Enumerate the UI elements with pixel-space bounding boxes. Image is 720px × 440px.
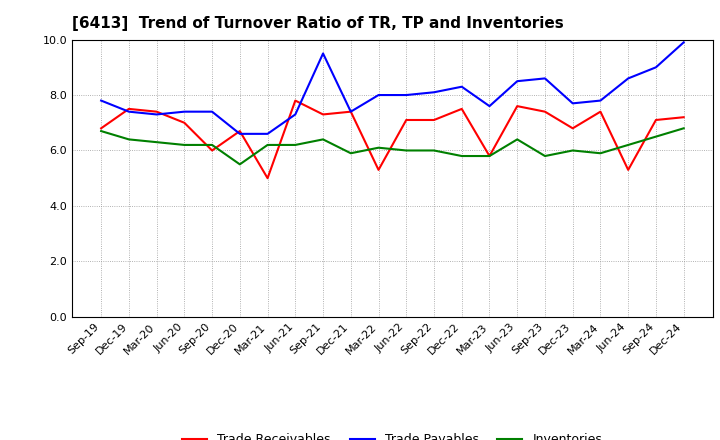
- Trade Payables: [153, 112, 161, 117]
- Inventories: [596, 150, 605, 156]
- Inventories: [374, 145, 383, 150]
- Trade Receivables: [96, 126, 105, 131]
- Inventories: [346, 150, 355, 156]
- Trade Receivables: [235, 128, 244, 134]
- Trade Receivables: [402, 117, 410, 123]
- Inventories: [208, 142, 217, 147]
- Inventories: [624, 142, 632, 147]
- Trade Payables: [208, 109, 217, 114]
- Trade Receivables: [485, 154, 494, 159]
- Inventories: [96, 128, 105, 134]
- Inventories: [180, 142, 189, 147]
- Trade Receivables: [568, 126, 577, 131]
- Inventories: [319, 137, 328, 142]
- Trade Payables: [541, 76, 549, 81]
- Line: Trade Payables: Trade Payables: [101, 42, 684, 134]
- Trade Payables: [513, 78, 521, 84]
- Trade Payables: [291, 112, 300, 117]
- Trade Receivables: [457, 106, 466, 111]
- Legend: Trade Receivables, Trade Payables, Inventories: Trade Receivables, Trade Payables, Inven…: [177, 429, 608, 440]
- Trade Receivables: [652, 117, 660, 123]
- Inventories: [457, 154, 466, 159]
- Trade Payables: [235, 131, 244, 136]
- Trade Payables: [402, 92, 410, 98]
- Trade Payables: [125, 109, 133, 114]
- Trade Payables: [319, 51, 328, 56]
- Trade Receivables: [346, 109, 355, 114]
- Inventories: [153, 139, 161, 145]
- Inventories: [235, 161, 244, 167]
- Trade Receivables: [624, 167, 632, 172]
- Trade Receivables: [125, 106, 133, 111]
- Trade Receivables: [208, 148, 217, 153]
- Inventories: [541, 154, 549, 159]
- Trade Payables: [430, 90, 438, 95]
- Trade Receivables: [541, 109, 549, 114]
- Inventories: [402, 148, 410, 153]
- Trade Receivables: [291, 98, 300, 103]
- Trade Payables: [96, 98, 105, 103]
- Line: Trade Receivables: Trade Receivables: [101, 101, 684, 178]
- Trade Payables: [264, 131, 272, 136]
- Trade Payables: [652, 65, 660, 70]
- Inventories: [513, 137, 521, 142]
- Inventories: [125, 137, 133, 142]
- Trade Payables: [457, 84, 466, 89]
- Inventories: [485, 154, 494, 159]
- Trade Receivables: [430, 117, 438, 123]
- Trade Payables: [680, 40, 688, 45]
- Trade Receivables: [153, 109, 161, 114]
- Trade Payables: [485, 103, 494, 109]
- Trade Payables: [568, 101, 577, 106]
- Trade Receivables: [374, 167, 383, 172]
- Inventories: [680, 126, 688, 131]
- Trade Payables: [624, 76, 632, 81]
- Trade Receivables: [513, 103, 521, 109]
- Trade Receivables: [680, 114, 688, 120]
- Trade Receivables: [264, 176, 272, 181]
- Inventories: [568, 148, 577, 153]
- Line: Inventories: Inventories: [101, 128, 684, 164]
- Trade Payables: [374, 92, 383, 98]
- Inventories: [652, 134, 660, 139]
- Inventories: [264, 142, 272, 147]
- Inventories: [291, 142, 300, 147]
- Trade Payables: [596, 98, 605, 103]
- Trade Payables: [346, 109, 355, 114]
- Inventories: [430, 148, 438, 153]
- Trade Receivables: [319, 112, 328, 117]
- Trade Receivables: [596, 109, 605, 114]
- Trade Payables: [180, 109, 189, 114]
- Text: [6413]  Trend of Turnover Ratio of TR, TP and Inventories: [6413] Trend of Turnover Ratio of TR, TP…: [72, 16, 564, 32]
- Trade Receivables: [180, 120, 189, 125]
